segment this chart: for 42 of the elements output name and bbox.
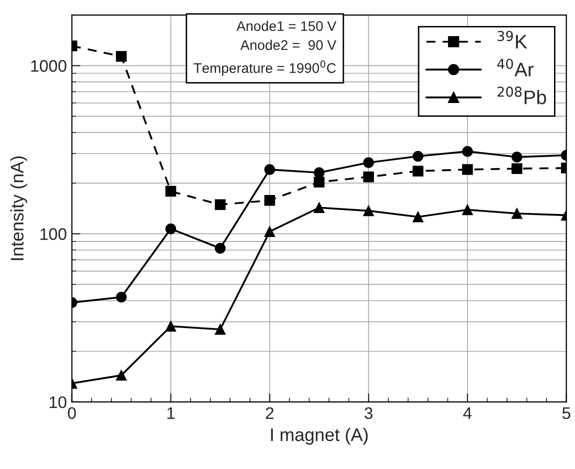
x-tick-label: 0: [68, 407, 76, 420]
point: [363, 157, 374, 168]
point: [512, 208, 522, 219]
point: [314, 176, 325, 188]
point: [116, 370, 127, 381]
point: [462, 204, 473, 216]
point: [264, 226, 276, 237]
point: [512, 163, 522, 174]
point: [363, 205, 374, 216]
x-axis-title: I magnet (A): [271, 428, 368, 445]
point: [314, 167, 325, 178]
x-tick-label: 4: [463, 407, 472, 419]
point: [165, 223, 176, 234]
y-axis-title: Intensity (nA): [10, 156, 28, 260]
annotation: Anode1 = 150 V Anode2 = 90 V Temperature = 1990$^{0}$C: [194, 20, 336, 76]
point: [214, 242, 226, 254]
point: [363, 171, 374, 182]
point: [165, 186, 176, 197]
legend-label: $^{40}$Ar: [497, 58, 534, 76]
point: [116, 292, 127, 303]
x-tick-label: 1: [167, 407, 175, 419]
point: [412, 150, 424, 162]
point: [214, 199, 226, 210]
point: [264, 164, 276, 175]
point: [512, 152, 522, 162]
legend-label: $^{39}$K: [498, 30, 528, 48]
point: [116, 51, 127, 62]
point: [462, 146, 473, 157]
point: [264, 194, 276, 206]
x-tick-label: 2: [266, 407, 274, 419]
point: [412, 212, 424, 222]
point: [462, 164, 473, 175]
y-tick-label: 10: [50, 396, 66, 408]
point: [165, 320, 176, 332]
point: [314, 202, 325, 214]
x-tick-label: 5: [562, 407, 570, 420]
point: [214, 324, 226, 335]
y-tick-label: 1000: [31, 60, 66, 72]
legend-label: $^{208}$Pb: [498, 86, 546, 104]
x-tick-label: 3: [364, 407, 372, 420]
point: [412, 166, 424, 176]
y-tick-label: 100: [40, 228, 66, 240]
